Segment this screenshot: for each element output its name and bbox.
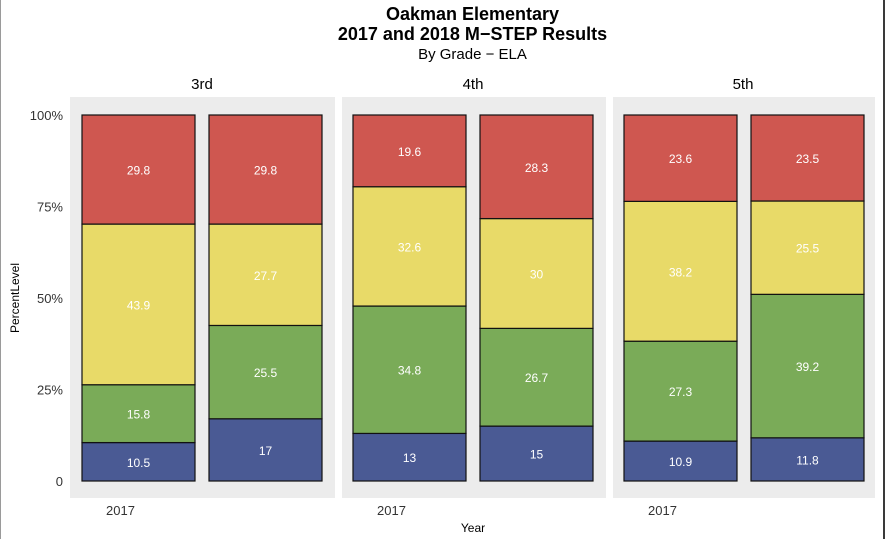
bar-segment <box>479 217 594 329</box>
facet-label: 5th <box>733 76 754 93</box>
segment-value-label: 32.6 <box>398 240 422 254</box>
segment-value-label: 28.3 <box>525 161 549 175</box>
bar-segment <box>750 437 865 482</box>
segment-value-label: 15 <box>530 448 544 462</box>
segment-value-label: 17 <box>259 444 273 458</box>
bar-segment <box>208 114 323 225</box>
segment-value-label: 19.6 <box>398 145 422 159</box>
bar-segment <box>208 324 323 420</box>
bar-segment <box>750 200 865 295</box>
chart-subtitle: By Grade − ELA <box>418 46 527 63</box>
bar-segment <box>479 425 594 482</box>
bar-segment <box>623 200 738 342</box>
segment-value-label: 27.3 <box>669 385 693 399</box>
bar-segment <box>81 384 196 444</box>
segment-value-label: 38.2 <box>669 265 693 279</box>
bar-segment <box>352 114 467 188</box>
bar-segment <box>623 114 738 202</box>
segment-value-label: 10.5 <box>127 456 151 470</box>
y-tick-label: 75% <box>37 200 63 215</box>
segment-value-label: 29.8 <box>254 164 278 178</box>
segment-value-label: 15.8 <box>127 408 151 422</box>
y-tick-label: 25% <box>37 383 63 398</box>
bar-segment <box>208 418 323 482</box>
bar-segment <box>81 114 196 225</box>
segment-value-label: 25.5 <box>254 366 278 380</box>
y-tick-label: 100% <box>30 108 64 123</box>
segment-value-label: 23.6 <box>669 152 693 166</box>
x-tick-label: 2017 <box>106 503 135 518</box>
y-tick-label: 0 <box>56 474 63 489</box>
segment-value-label: 13 <box>403 451 417 465</box>
x-axis-title: Year <box>461 521 485 535</box>
bar-segment <box>352 305 467 435</box>
window-edge-left <box>0 0 1 539</box>
bar-segment <box>81 223 196 386</box>
bar-segment <box>208 223 323 327</box>
segment-value-label: 23.5 <box>796 152 820 166</box>
bar-segment <box>81 441 196 482</box>
segment-value-label: 29.8 <box>127 164 151 178</box>
x-tick-label: 2017 <box>648 503 677 518</box>
segment-value-label: 26.7 <box>525 371 549 385</box>
bar-segment <box>750 293 865 439</box>
segment-value-label: 30 <box>530 267 544 281</box>
segment-value-label: 39.2 <box>796 360 820 374</box>
chart-title: Oakman Elementary <box>385 4 560 24</box>
y-axis-title: PercentLevel <box>8 263 22 333</box>
segment-value-label: 34.8 <box>398 364 422 378</box>
facet-label: 4th <box>463 76 484 93</box>
facet-label: 3rd <box>191 76 213 93</box>
bar-segment <box>479 114 594 220</box>
chart-title-line2: 2017 and 2018 M−STEP Results <box>337 24 608 44</box>
bar-segment <box>750 114 865 202</box>
y-tick-label: 50% <box>37 291 63 306</box>
segment-value-label: 11.8 <box>796 453 819 467</box>
window-edge-right <box>883 0 885 539</box>
segment-value-label: 43.9 <box>127 298 151 312</box>
bar-segment <box>479 327 594 427</box>
segment-value-label: 10.9 <box>669 455 693 469</box>
segment-value-label: 25.5 <box>796 242 820 256</box>
bar-segment <box>352 432 467 482</box>
bar-segment <box>352 186 467 307</box>
segment-value-label: 27.7 <box>254 269 278 283</box>
x-tick-label: 2017 <box>377 503 406 518</box>
